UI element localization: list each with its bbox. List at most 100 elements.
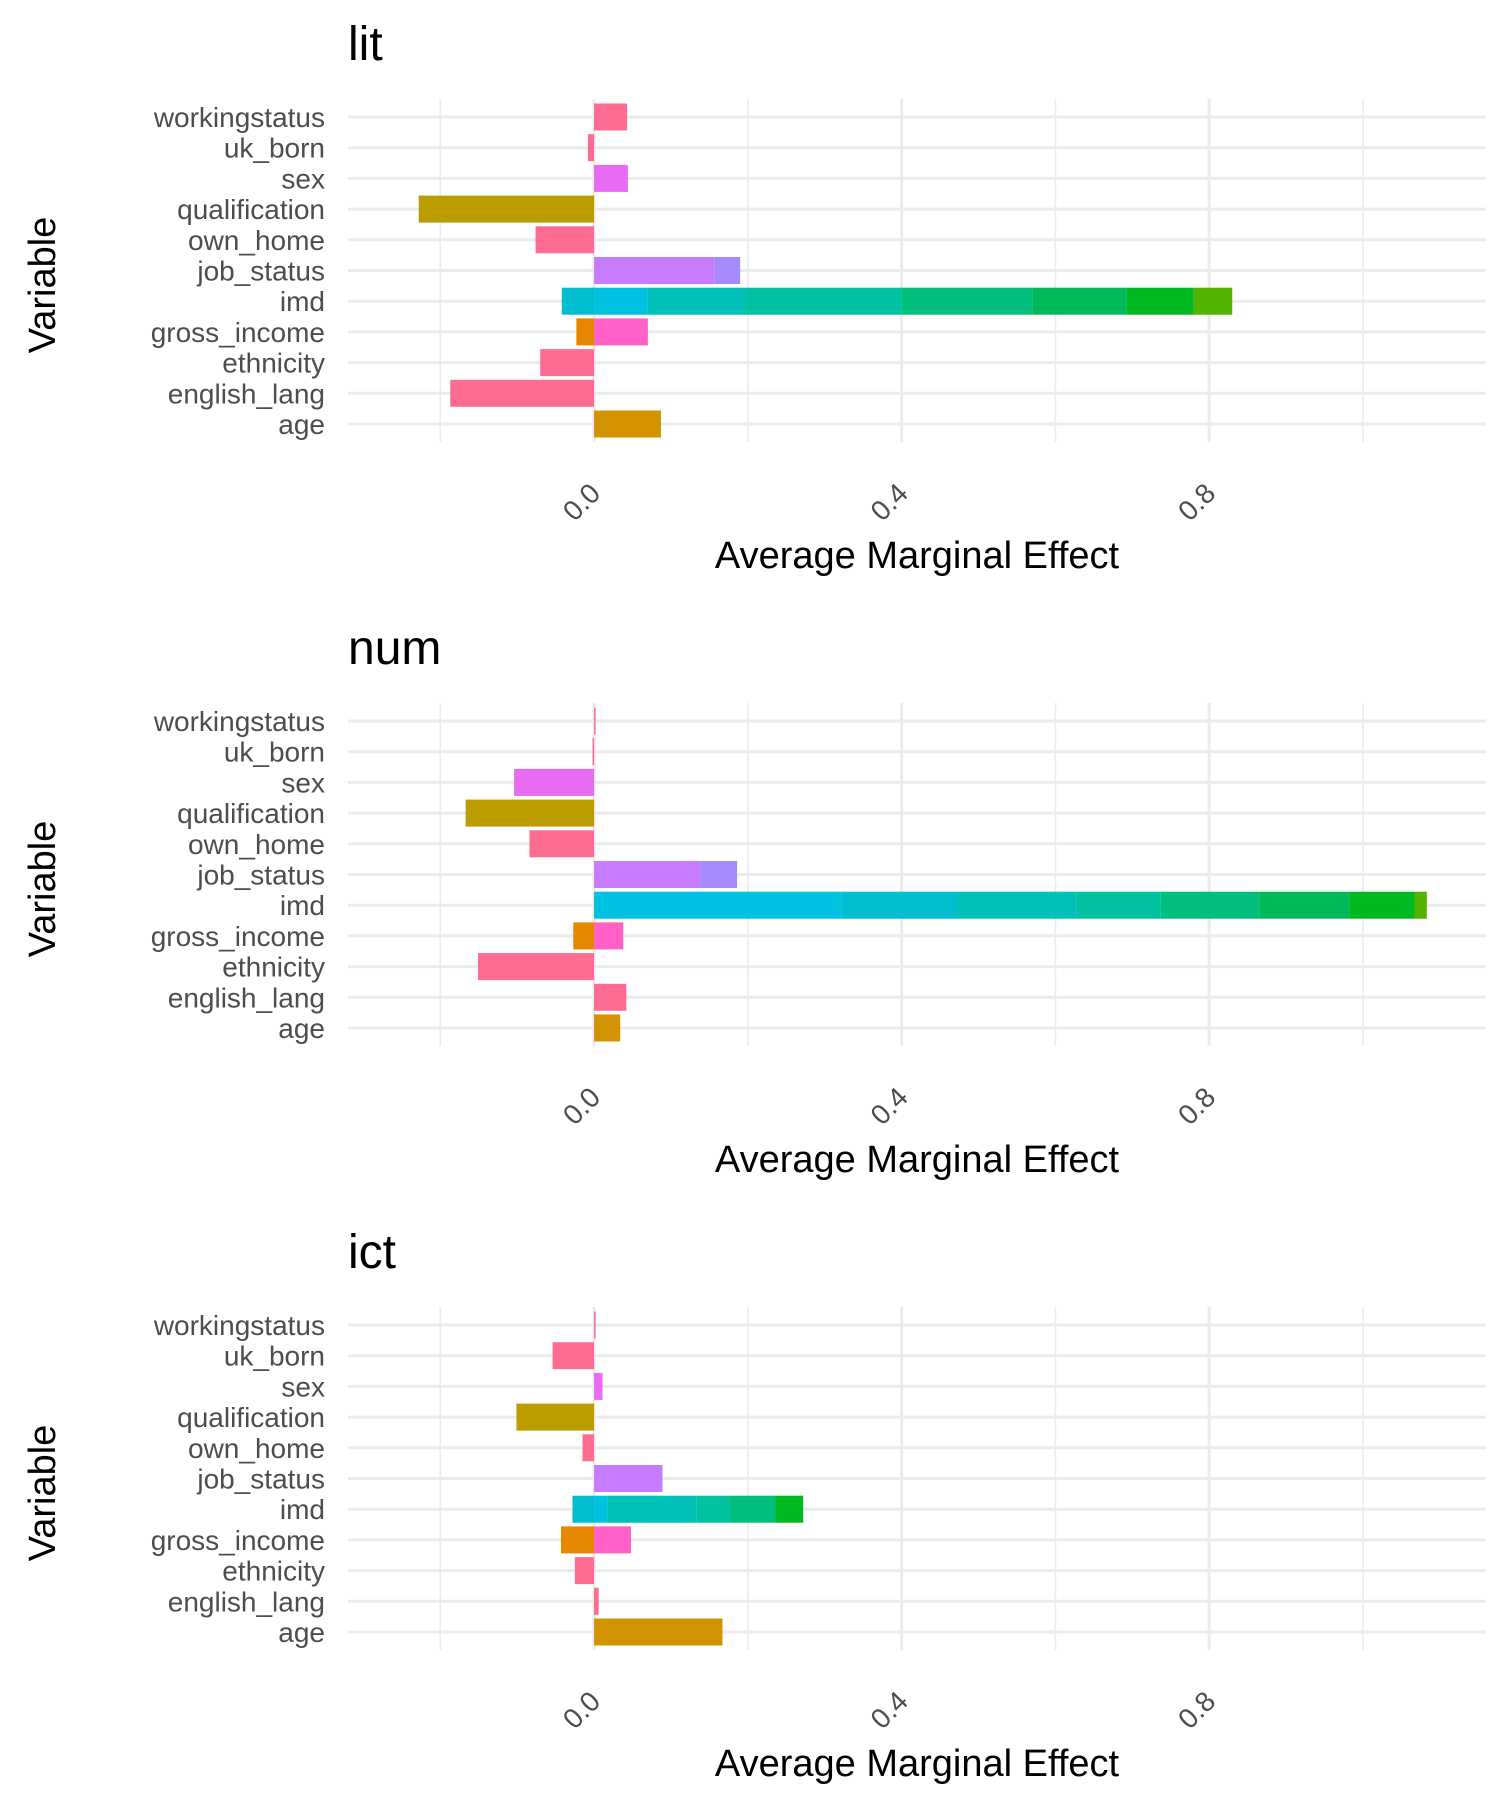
bar-segment-imd (572, 1495, 595, 1523)
x-axis-title: Average Marginal Effect (715, 1743, 1120, 1785)
bar-segment-imd (1193, 287, 1233, 315)
y-tick-label: qualification (177, 1402, 325, 1433)
y-tick-label: ethnicity (222, 952, 325, 983)
bar-segment-age (594, 410, 661, 438)
y-axis-title: Variable (22, 821, 64, 958)
panel-title: num (348, 622, 441, 675)
bar-segment-english_lang (594, 983, 627, 1011)
bar-segment-gross_income (594, 1526, 631, 1554)
y-tick-label: age (278, 1013, 325, 1044)
bar-segment-imd (561, 287, 595, 315)
bar-segment-job_status (700, 861, 738, 888)
y-tick-label: gross_income (151, 1525, 325, 1556)
y-tick-label: sex (281, 1371, 325, 1402)
y-tick-label: imd (280, 1494, 325, 1525)
bar-segment-qualification (465, 799, 595, 827)
bar-segment-imd (1349, 891, 1415, 919)
chart-panel-ict: ict workingstatusuk_bornsexqualificationo… (22, 1226, 1486, 1785)
bar-segment-job_status (594, 257, 715, 284)
bar-segment-workingstatus (594, 707, 596, 735)
bar-segment-imd (1126, 287, 1194, 315)
bar-segment-gross_income (560, 1526, 595, 1554)
bar-segment-imd (647, 287, 746, 315)
bar-segment-imd (1414, 891, 1427, 919)
bar-segment-imd (607, 1495, 697, 1523)
bar-segment-own_home (582, 1434, 595, 1462)
bar-segment-imd (745, 287, 902, 315)
y-tick-label: imd (280, 890, 325, 921)
bar-segment-age (594, 1618, 723, 1646)
bar-segment-workingstatus (594, 1311, 596, 1339)
bar-segment-gross_income (594, 318, 648, 346)
bar-segment-age (594, 1014, 621, 1042)
chart-panels: litworkingstatusuk_bornsexqualificationo… (22, 18, 1486, 1785)
y-tick-label: job_status (196, 1464, 325, 1495)
bar-segment-imd (696, 1495, 730, 1523)
bar-segment-sex (594, 164, 628, 192)
bar-segment-own_home (535, 226, 595, 254)
y-tick-label: gross_income (151, 317, 325, 348)
y-tick-label: imd (280, 286, 325, 317)
y-tick-label: job_status (196, 860, 325, 891)
panel-title: ict (348, 1226, 396, 1279)
bar-segment-imd (1076, 891, 1161, 919)
bar-segment-imd (729, 1495, 776, 1523)
y-tick-label: job_status (196, 256, 325, 287)
bar-segment-imd (594, 891, 842, 919)
bar-segment-uk_born (592, 738, 595, 766)
bar-segment-qualification (516, 1403, 595, 1431)
y-tick-label: uk_born (224, 737, 325, 768)
bar-segment-own_home (529, 830, 595, 858)
bar-segment-imd (594, 1495, 608, 1523)
y-axis-title: Variable (22, 217, 64, 354)
bar-segment-sex (514, 768, 595, 796)
bar-segment-imd (901, 287, 1033, 315)
bar-segment-ethnicity (477, 953, 595, 981)
bar-segment-job_status (714, 257, 741, 284)
y-tick-label: ethnicity (222, 1556, 325, 1587)
y-tick-label: gross_income (151, 921, 325, 952)
x-axis-title: Average Marginal Effect (715, 535, 1120, 577)
y-tick-label: age (278, 1617, 325, 1648)
chart-panel-num: num workingstatusuk_bornsexqualificationo… (22, 622, 1486, 1181)
x-axis-title: Average Marginal Effect (715, 1139, 1120, 1181)
y-tick-label: english_lang (168, 378, 325, 409)
bar-segment-qualification (418, 195, 595, 223)
bar-segment-english_lang (594, 1587, 599, 1615)
y-tick-label: own_home (188, 829, 325, 860)
bar-segment-uk_born (587, 134, 595, 162)
y-tick-label: qualification (177, 194, 325, 225)
bar-segment-uk_born (552, 1342, 595, 1370)
y-axis-title: Variable (22, 1425, 64, 1562)
bar-segment-imd (956, 891, 1077, 919)
bar-segment-workingstatus (594, 103, 628, 131)
bar-segment-ethnicity (540, 349, 595, 377)
bar-segment-imd (775, 1495, 804, 1523)
bar-segment-sex (594, 1372, 603, 1400)
panel-title: lit (348, 18, 383, 71)
bar-segment-imd (1032, 287, 1127, 315)
y-tick-label: sex (281, 163, 325, 194)
bar-segment-imd (594, 287, 648, 315)
bar-segment-imd (1160, 891, 1260, 919)
y-tick-label: age (278, 409, 325, 440)
y-tick-label: qualification (177, 798, 325, 829)
y-tick-label: english_lang (168, 1586, 325, 1617)
bar-segment-gross_income (576, 318, 595, 346)
y-tick-label: sex (281, 767, 325, 798)
bar-segment-imd (1259, 891, 1350, 919)
bar-segment-job_status (594, 861, 701, 888)
bar-segment-gross_income (573, 922, 595, 950)
y-tick-label: workingstatus (153, 1310, 325, 1341)
y-tick-label: workingstatus (153, 706, 325, 737)
y-tick-label: uk_born (224, 133, 325, 164)
bar-segment-ethnicity (574, 1557, 595, 1585)
bar-segment-english_lang (450, 379, 595, 407)
y-tick-label: english_lang (168, 982, 325, 1013)
y-tick-label: own_home (188, 1433, 325, 1464)
y-tick-label: workingstatus (153, 102, 325, 133)
y-tick-label: own_home (188, 225, 325, 256)
bar-segment-gross_income (594, 922, 624, 950)
y-tick-label: ethnicity (222, 348, 325, 379)
